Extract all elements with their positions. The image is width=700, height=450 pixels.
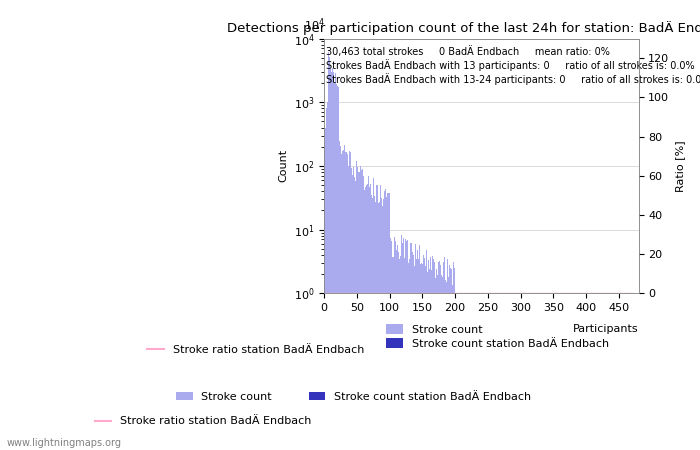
Text: $10^4$: $10^4$ — [304, 17, 325, 33]
Legend: Stroke count: Stroke count — [172, 387, 276, 406]
Title: Detections per participation count of the last 24h for station: BadÄ Endbach: Detections per participation count of th… — [228, 21, 700, 35]
Y-axis label: Count: Count — [278, 149, 288, 183]
Legend: Stroke ratio station BadÄ Endbach: Stroke ratio station BadÄ Endbach — [147, 345, 364, 356]
Legend: Stroke count, Stroke count station BadÄ Endbach: Stroke count, Stroke count station BadÄ … — [386, 324, 609, 349]
Text: www.lightningmaps.org: www.lightningmaps.org — [7, 438, 122, 448]
Text: 30,463 total strokes     0 BadÄ Endbach     mean ratio: 0%
Strokes BadÄ Endbach : 30,463 total strokes 0 BadÄ Endbach mean… — [326, 46, 700, 85]
Text: Participants: Participants — [573, 324, 638, 334]
Legend: Stroke ratio station BadÄ Endbach: Stroke ratio station BadÄ Endbach — [90, 412, 316, 431]
Legend: Stroke count station BadÄ Endbach: Stroke count station BadÄ Endbach — [304, 387, 536, 406]
Y-axis label: Ratio [%]: Ratio [%] — [675, 140, 685, 192]
